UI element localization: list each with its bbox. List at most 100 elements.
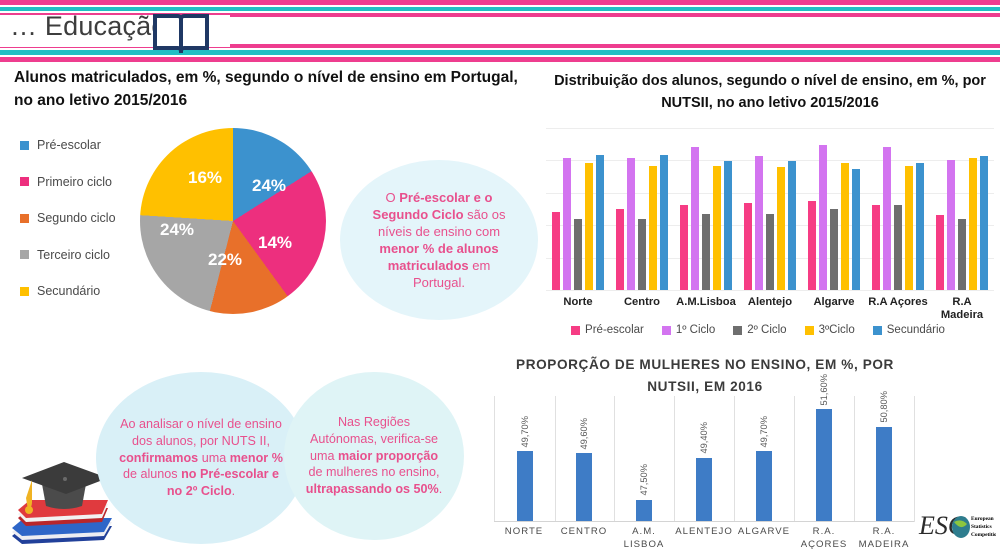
legend-item[interactable]: 3ºCiclo [804, 324, 855, 336]
legend-item[interactable]: 2º Ciclo [733, 324, 787, 336]
legend-label: Primeiro ciclo [37, 174, 113, 189]
bar-group [802, 128, 866, 290]
bar-group [738, 128, 802, 290]
bar-cell: 50,80% [854, 391, 915, 522]
legend-item[interactable]: Secundário [872, 324, 945, 336]
legend-swatch-icon [661, 325, 671, 335]
bar [958, 218, 966, 290]
bar [876, 426, 892, 522]
bar [702, 214, 710, 290]
pie-slices [140, 128, 326, 314]
bar [905, 165, 913, 290]
pie-label-pre-escolar: 16% [188, 168, 223, 187]
bar-value-label: 47,50% [639, 464, 649, 496]
legend-swatch-icon [872, 325, 882, 335]
legend-label: Terceiro ciclo [37, 247, 110, 262]
legend-item-segundo-ciclo: Segundo ciclo [20, 211, 150, 225]
bar [638, 218, 646, 290]
x-axis-label: R.A. AÇORES [800, 526, 848, 550]
grouped-chart-title: Distribuição dos alunos, segundo o nível… [554, 73, 986, 112]
x-axis-label: R.A Madeira [940, 296, 984, 322]
left-chart-title: Alunos matriculados, em %, segundo o nív… [14, 69, 518, 110]
bar [517, 451, 533, 522]
legend-label: Pré-escolar [585, 324, 644, 336]
callout-pie-text: O Pré-escolar e o Segundo Ciclo são os n… [372, 189, 506, 291]
bar [969, 157, 977, 290]
bar [894, 204, 902, 290]
stripe-teal-bottom [0, 50, 1000, 55]
x-axis-label: NORTE [504, 526, 544, 537]
bar [830, 209, 838, 290]
bar [777, 166, 785, 290]
bar [808, 200, 816, 290]
pie-label-secundario: 24% [160, 220, 195, 239]
legend-item[interactable]: Pré-escolar [571, 324, 644, 336]
callout-nuts-text: Ao analisar o nível de ensino dos alunos… [119, 417, 283, 498]
bar [574, 218, 582, 290]
x-axis-label: A.M.Lisboa [676, 296, 736, 308]
x-axis-label: A.M. LISBOA [623, 526, 665, 550]
legend-swatch-icon [20, 140, 29, 150]
callout-regioes-text: Nas Regiões Autónomas, verifica-se uma m… [305, 415, 443, 496]
bar [680, 204, 688, 290]
bar [636, 499, 652, 522]
women-chart-plot: 49,70% 49,60% 47,50% 49,40% 49,70% 51,60% 50,8… [494, 374, 915, 522]
legend-swatch-icon [20, 250, 29, 259]
x-axis-label: CENTRO [560, 526, 608, 537]
bar [744, 202, 752, 290]
bar [660, 155, 668, 290]
gridline [546, 128, 994, 129]
legend-item[interactable]: 1º Ciclo [661, 324, 716, 336]
bar [755, 156, 763, 290]
x-axis-label: R.A Açores [868, 296, 928, 308]
x-axis-label: Centro [623, 296, 661, 308]
bar-group [930, 128, 994, 290]
bar [596, 155, 604, 290]
bar [576, 453, 592, 522]
women-chart-x-axis: NORTE CENTRO A.M. LISBOA ALENTEJO ALGARVE R.A… [494, 526, 914, 560]
bar [585, 163, 593, 290]
legend-swatch-icon [20, 177, 29, 186]
pie-legend: Pré-escolar Primeiro ciclo Segundo ciclo… [20, 138, 150, 321]
bar-value-label: 49,70% [759, 415, 769, 448]
legend-label: Segundo ciclo [37, 211, 116, 225]
legend-swatch-icon [733, 325, 743, 335]
legend-label: Pré-escolar [37, 138, 101, 152]
legend-label: Secundário [37, 284, 101, 298]
grouped-chart-legend: Pré-escolar 1º Ciclo 2º Ciclo 3ºCiclo Secund… [528, 324, 988, 336]
bar [916, 163, 924, 290]
bar-value-label: 49,60% [579, 417, 589, 450]
legend-swatch-icon [20, 286, 29, 296]
bar [872, 204, 880, 290]
legend-label: Secundário [886, 324, 945, 336]
legend-label: 1º Ciclo [675, 324, 716, 336]
bar [816, 409, 832, 522]
bar-value-label: 49,40% [699, 422, 709, 454]
bar [947, 160, 955, 290]
bar-group [610, 128, 674, 290]
legend-label: 3ºCiclo [818, 324, 855, 336]
bar-group [866, 128, 930, 290]
bar [696, 457, 712, 522]
bar [724, 161, 732, 290]
legend-swatch-icon [571, 325, 581, 335]
bar [691, 146, 699, 290]
bar-group [674, 128, 738, 290]
stripe-white-5 [0, 55, 1000, 57]
legend-item-pre-escolar: Pré-escolar [20, 138, 150, 152]
bar [766, 214, 774, 290]
x-axis-label: Norte [563, 296, 593, 308]
bar [756, 451, 772, 522]
x-axis-label: R.A. MADEIRA [858, 526, 910, 550]
women-chart-title: PROPORÇÃO DE MULHERES NO ENSINO, EM %, P… [516, 357, 894, 394]
svg-text:Statistics: Statistics [971, 524, 992, 530]
legend-item-secundario: Secundário [20, 284, 150, 298]
svg-text:Competition: Competition [971, 532, 996, 538]
pie-label-primeiro: 24% [252, 176, 287, 195]
stripe-pink-bottom [0, 57, 1000, 62]
stripe-teal-top [0, 7, 1000, 11]
bar [936, 215, 944, 290]
grouped-chart-plot [546, 128, 994, 291]
bar [649, 165, 657, 290]
x-axis-label: ALENTEJO [675, 526, 733, 537]
